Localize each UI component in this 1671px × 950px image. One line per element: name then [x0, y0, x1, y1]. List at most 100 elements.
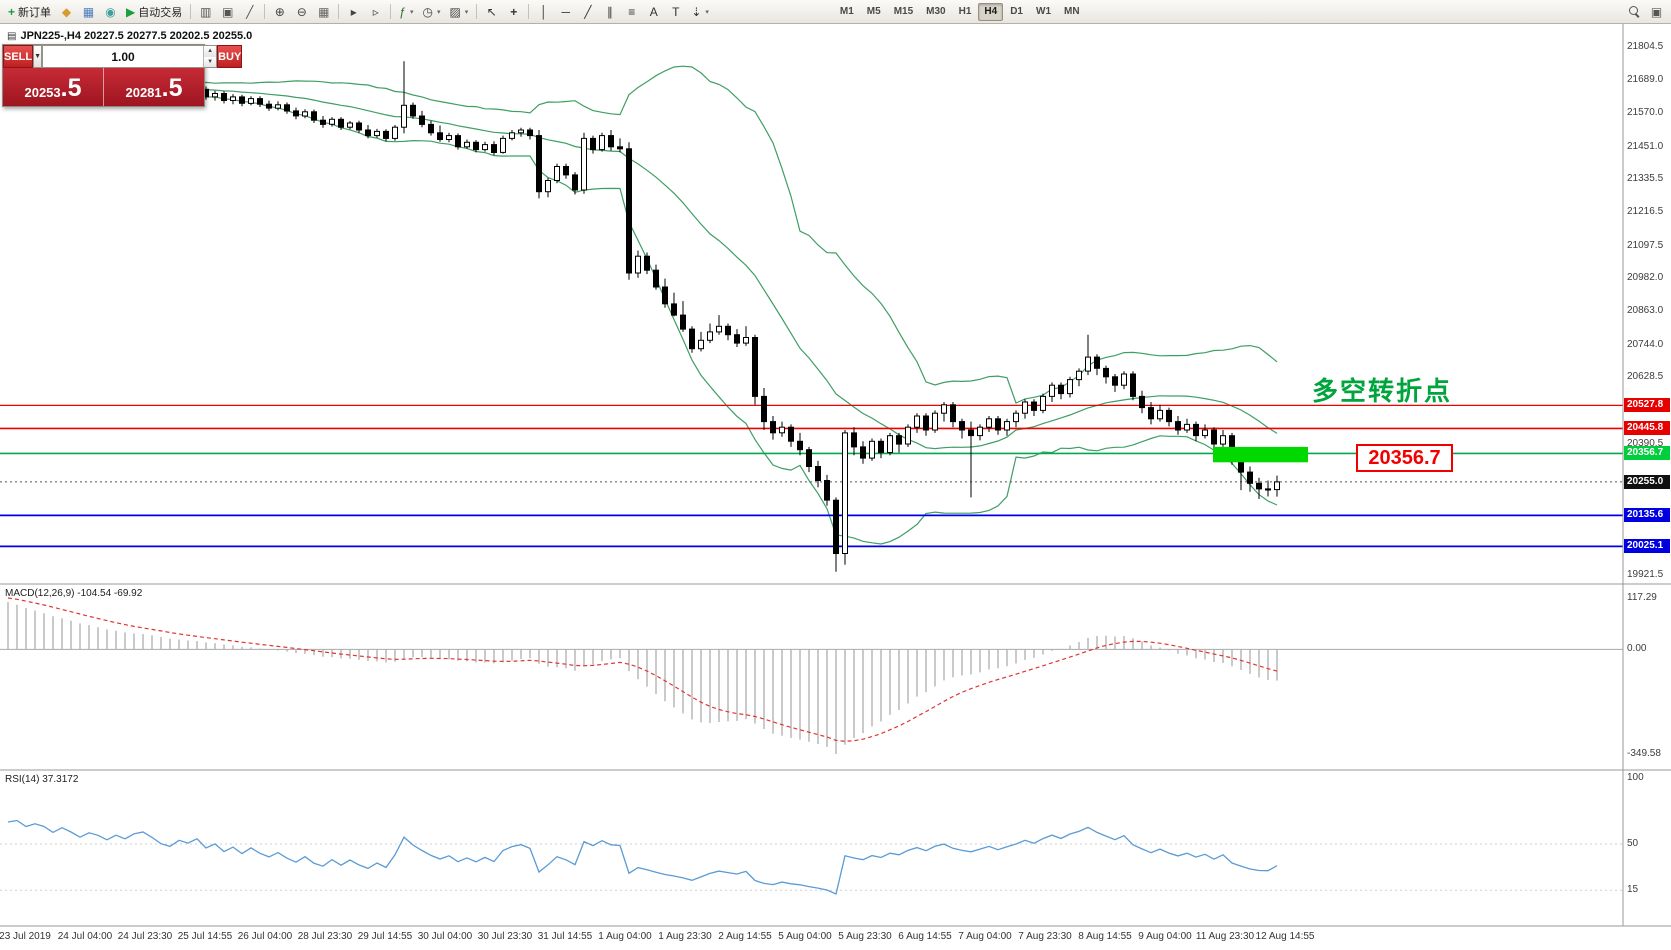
buy-price[interactable]: 20281.5	[104, 68, 204, 106]
time-axis-label: 8 Aug 14:55	[1078, 931, 1132, 942]
toolbar-separator	[528, 4, 530, 19]
profiles-icon[interactable]: ▦	[82, 4, 95, 19]
crosshair-icon[interactable]: +	[510, 4, 518, 19]
vertical-line-icon[interactable]: │	[540, 4, 548, 19]
price-scale-badge: 20356.7	[1624, 446, 1670, 461]
timeframe-h1[interactable]: H1	[958, 6, 972, 17]
autotrading-button-label: 自动交易	[138, 6, 183, 19]
time-axis-label: 29 Jul 14:55	[357, 931, 413, 942]
cursor-icon[interactable]: ↖	[486, 4, 497, 19]
timeframe-w1[interactable]: W1	[1036, 6, 1051, 17]
timeframe-mn[interactable]: MN	[1064, 6, 1080, 17]
sell-price-main: 20253	[24, 84, 61, 100]
rsi-indicator	[0, 819, 1623, 895]
new-order-button-label: 新订单	[18, 6, 52, 19]
one-click-trade-panel: SELL ▼ ▲ ▼ BUY 20253.5 20281.5	[2, 44, 243, 107]
text-icon[interactable]: A	[649, 4, 658, 19]
chart-shift-icon[interactable]: ▹	[372, 4, 379, 19]
buy-price-big: .5	[161, 74, 183, 102]
macd-scale-bottom: -349.58	[1627, 748, 1661, 759]
templates-icon[interactable]: ▨ ▾	[449, 4, 469, 19]
order-options-dropdown[interactable]: ▼	[33, 45, 43, 68]
timeframe-d1[interactable]: D1	[1010, 6, 1023, 17]
volume-stepper: ▲ ▼	[203, 46, 217, 67]
price-scale-label: 20390.5	[1627, 437, 1664, 449]
pane-separators	[0, 24, 1671, 927]
price-scale-badge: 20135.6	[1624, 508, 1670, 523]
time-axis-label: 24 Jul 23:30	[117, 931, 173, 942]
price-scale-label: 20982.0	[1627, 272, 1664, 284]
timeframe-m1[interactable]: M1	[839, 6, 854, 17]
arrow-tools-icon[interactable]: ⇣ ▾	[691, 4, 709, 19]
price-scale-badge: 20445.8	[1624, 421, 1670, 436]
time-axis-label: 31 Jul 14:55	[537, 931, 593, 942]
tile-windows-icon[interactable]: ▦	[318, 4, 330, 19]
price-scale-label: 20863.0	[1627, 305, 1664, 317]
rsi-scale-50: 50	[1627, 838, 1639, 849]
time-axis-label: 5 Aug 04:00	[778, 931, 832, 942]
price-scale-label: 19921.5	[1627, 569, 1664, 581]
timeframe-m15[interactable]: M15	[893, 6, 914, 17]
time-axis-label: 24 Jul 04:00	[57, 931, 113, 942]
new-order-button[interactable]: + 新订单	[8, 4, 52, 19]
time-axis-label: 11 Aug 23:30	[1195, 931, 1255, 942]
timeframe-m5[interactable]: M5	[866, 6, 881, 17]
price-scale-label: 20628.5	[1627, 371, 1664, 383]
new-chart-icon[interactable]: ◆	[61, 4, 72, 19]
bar-chart-icon[interactable]: ▥	[200, 4, 212, 19]
new-window-icon[interactable]: ▣	[1650, 4, 1663, 19]
toolbar-separator	[264, 4, 266, 19]
timeframe-h4[interactable]: H4	[978, 2, 1004, 21]
line-chart-icon[interactable]: ╱	[246, 4, 254, 19]
price-scale-label: 21451.0	[1627, 140, 1664, 152]
time-axis-label: 1 Aug 04:00	[598, 931, 652, 942]
candlestick-chart-icon[interactable]: ▣	[222, 4, 234, 19]
volume-up-icon[interactable]: ▲	[204, 46, 217, 57]
time-axis-label: 30 Jul 23:30	[477, 931, 533, 942]
rsi-scale-100: 100	[1627, 772, 1644, 783]
time-axis-label: 7 Aug 04:00	[958, 931, 1012, 942]
channel-icon[interactable]: ∥	[606, 4, 613, 19]
indicators-icon[interactable]: ƒ ▾	[399, 4, 414, 19]
zoom-in-icon[interactable]: ⊕	[274, 4, 285, 19]
label-icon[interactable]: T	[672, 4, 680, 19]
volume-input[interactable]	[43, 46, 204, 67]
timeframe-toolbar: M1 M5 M15 M30 H1 H4 D1 W1 MN	[834, 2, 1086, 21]
zoom-out-icon[interactable]: ⊖	[296, 4, 307, 19]
buy-button[interactable]: BUY	[217, 45, 243, 68]
sell-button[interactable]: SELL	[3, 45, 34, 68]
price-scale-label: 20744.0	[1627, 338, 1664, 350]
trendline-icon[interactable]: ╱	[584, 4, 592, 19]
bollinger-bands	[7, 65, 1278, 545]
fibonacci-icon[interactable]: ≡	[628, 4, 636, 19]
time-axis-label: 23 Jul 2019	[0, 931, 51, 942]
time-axis-label: 25 Jul 14:55	[177, 931, 233, 942]
sell-price[interactable]: 20253.5	[3, 68, 104, 106]
price-scale-label: 21689.0	[1627, 73, 1664, 85]
market-watch-icon[interactable]: ◉	[105, 4, 116, 19]
time-axis-label: 1 Aug 23:30	[658, 931, 712, 942]
periods-icon[interactable]: ◷ ▾	[422, 4, 441, 19]
price-scale-label: 21804.5	[1627, 41, 1664, 53]
macd-indicator	[0, 597, 1623, 754]
auto-scroll-icon[interactable]: ▸	[350, 4, 357, 19]
autotrading-button[interactable]: ▶ 自动交易	[126, 4, 183, 19]
price-scale-label: 21335.5	[1627, 172, 1664, 184]
dropdown-arrow-icon: ▾	[705, 8, 709, 16]
price-scale-label: 21216.5	[1627, 206, 1664, 218]
volume-field-wrap: ▲ ▼	[42, 45, 218, 68]
chart-icon: ▤	[7, 30, 17, 42]
price-scale-badge: 20255.0	[1624, 474, 1670, 489]
price-level-label[interactable]: 20356.7	[1356, 444, 1453, 472]
macd-scale-zero: 0.00	[1627, 643, 1647, 655]
time-axis-label: 7 Aug 23:30	[1018, 931, 1072, 942]
horizontal-line-icon[interactable]: ─	[561, 4, 571, 19]
price-scale-label: 21570.0	[1627, 107, 1664, 119]
volume-down-icon[interactable]: ▼	[204, 56, 217, 67]
time-axis-label: 30 Jul 04:00	[417, 931, 473, 942]
search-icon[interactable]	[1624, 2, 1645, 22]
turning-point-annotation[interactable]: 多空转折点	[1312, 376, 1453, 406]
timeframe-m30[interactable]: M30	[926, 6, 946, 17]
time-axis-label: 28 Jul 23:30	[297, 931, 353, 942]
